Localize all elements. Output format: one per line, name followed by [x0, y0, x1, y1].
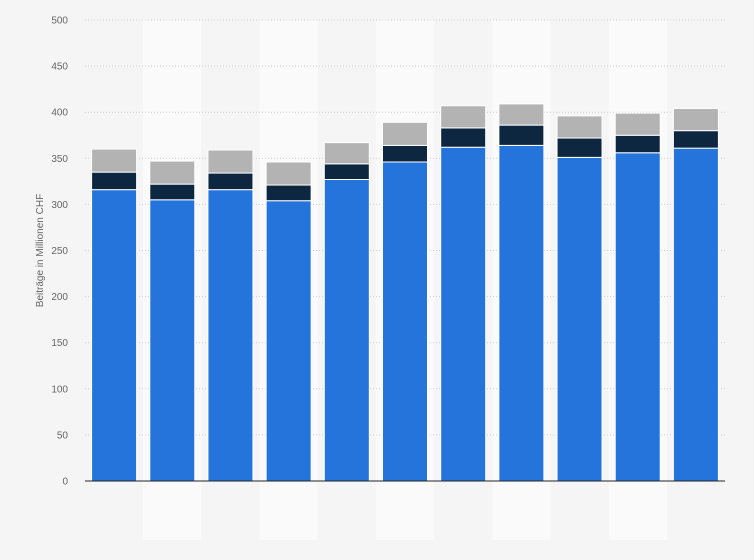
bar-segment-series-2 [207, 172, 254, 191]
y-tick-label: 300 [51, 200, 68, 211]
bar-segment-series-3 [207, 149, 254, 174]
y-tick-label: 50 [57, 430, 69, 441]
bar-segment-series-1 [614, 152, 661, 482]
bar-segment-series-3 [556, 115, 603, 139]
bar-segment-series-3 [498, 103, 545, 126]
bar-segment-series-1 [91, 189, 138, 482]
bar-segment-series-3 [440, 105, 487, 129]
bar-stack [207, 149, 254, 482]
bar-stack [91, 148, 138, 482]
bar-segment-series-2 [265, 184, 312, 202]
bar-segment-series-2 [91, 171, 138, 191]
bar-segment-series-2 [149, 183, 196, 201]
bar-segment-series-1 [440, 146, 487, 482]
bar-segment-series-3 [382, 121, 428, 146]
bar-stack [440, 105, 487, 482]
bar-segment-series-2 [323, 163, 370, 181]
bar-segment-series-1 [323, 179, 370, 482]
bar-segment-series-3 [91, 148, 138, 173]
bar-segment-series-1 [672, 147, 719, 482]
bar-segment-series-1 [149, 199, 196, 482]
bar-segment-series-3 [265, 161, 312, 186]
bar-segment-series-2 [498, 124, 545, 146]
bar-segment-series-3 [149, 160, 196, 185]
y-tick-label: 100 [51, 384, 68, 395]
y-tick-label: 150 [51, 338, 68, 349]
y-axis-ticks: 0 50 100 150 200 250 300 350 400 450 500 [51, 16, 68, 488]
y-tick-label: 350 [51, 154, 68, 165]
y-tick-label: 250 [51, 246, 68, 257]
bar-stack [265, 161, 312, 482]
bar-segment-series-1 [382, 161, 428, 482]
y-tick-label: 450 [51, 62, 68, 73]
bar-segment-series-2 [556, 137, 603, 158]
bar-stack [323, 142, 370, 482]
bar-stack [149, 160, 196, 482]
bar-segment-series-2 [614, 134, 661, 154]
bar-segment-series-1 [265, 200, 312, 482]
bar-stack [672, 108, 719, 482]
bar-segment-series-2 [440, 127, 487, 148]
y-axis-title: Beiträge in Millionen CHF [35, 194, 46, 307]
y-tick-label: 500 [51, 16, 68, 27]
bar-stack [614, 112, 661, 482]
bar-segment-series-2 [672, 130, 719, 149]
y-tick-label: 200 [51, 292, 68, 303]
bar-segment-series-2 [382, 144, 428, 163]
bar-segment-series-3 [614, 112, 661, 136]
bar-stack [382, 121, 428, 482]
bar-segment-series-3 [672, 108, 719, 132]
bar-segment-series-1 [498, 144, 545, 482]
y-tick-label: 0 [62, 477, 68, 488]
bar-stack [556, 115, 603, 482]
bar-segment-series-3 [323, 142, 370, 165]
bar-segment-series-1 [556, 156, 603, 482]
bar-segment-series-1 [207, 189, 254, 482]
bar-stacks [91, 103, 719, 482]
bar-stack [498, 103, 545, 482]
y-tick-label: 400 [51, 108, 68, 119]
